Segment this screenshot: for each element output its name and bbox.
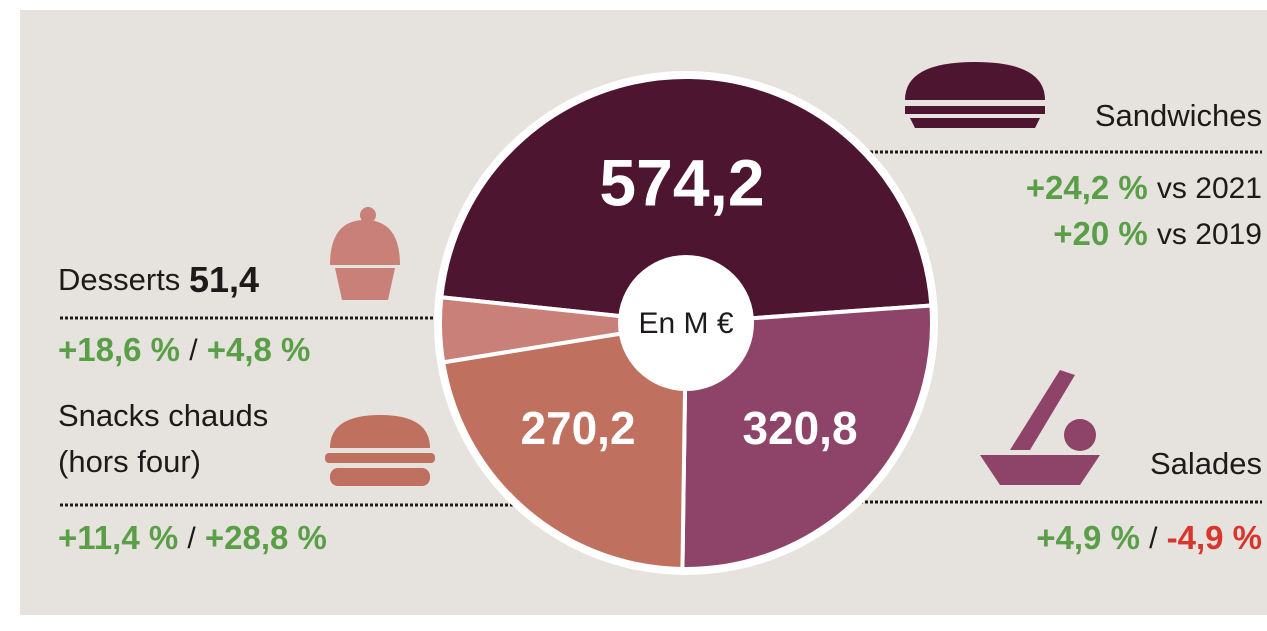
change-part: +4,8 %: [207, 331, 311, 368]
change-part: +18,6 %: [58, 331, 180, 368]
change-part: +20 %: [1053, 215, 1148, 252]
value-label: 51,4: [189, 259, 259, 300]
category-name: Desserts: [58, 262, 180, 297]
change-part: -4,9 %: [1167, 519, 1262, 556]
change-label: +4,9 % / -4,9 %: [1036, 519, 1262, 556]
change-part: +4,9 %: [1036, 519, 1140, 556]
change-label: +24,2 % vs 2021: [1026, 169, 1262, 206]
value-label: 320,8: [742, 402, 857, 454]
change-part: vs 2019: [1157, 218, 1262, 251]
value-label: 270,2: [520, 402, 635, 454]
pie-slice: [680, 303, 934, 571]
pie-slice: [439, 75, 934, 326]
center-label: En M €: [638, 307, 733, 340]
change-part: +24,2 %: [1026, 169, 1148, 206]
category-label: Desserts 51,4: [58, 259, 259, 300]
category-label: Sandwiches: [1095, 98, 1262, 133]
pie-hole: [618, 255, 754, 391]
change-part: /: [1149, 522, 1158, 555]
change-label: +20 % vs 2019: [1053, 215, 1262, 252]
sandwich-icon: [905, 62, 1045, 128]
category-label: Salades: [1150, 446, 1262, 481]
change-label: +18,6 % / +4,8 %: [58, 331, 310, 368]
change-part: +11,4 %: [58, 519, 178, 556]
change-part: +28,8 %: [205, 519, 327, 556]
change-part: /: [187, 522, 196, 555]
salad-icon: [980, 370, 1100, 485]
burger-icon: [325, 415, 435, 486]
category-label: Snacks chauds (hors four): [58, 398, 277, 479]
change-part: vs 2021: [1157, 172, 1262, 205]
change-part: /: [189, 334, 198, 367]
pie-slice: [438, 295, 687, 365]
change-label: +11,4 % / +28,8 %: [58, 519, 327, 556]
pie-slice: [440, 320, 689, 572]
cupcake-icon: [330, 207, 400, 300]
value-label: 574,2: [599, 145, 764, 219]
